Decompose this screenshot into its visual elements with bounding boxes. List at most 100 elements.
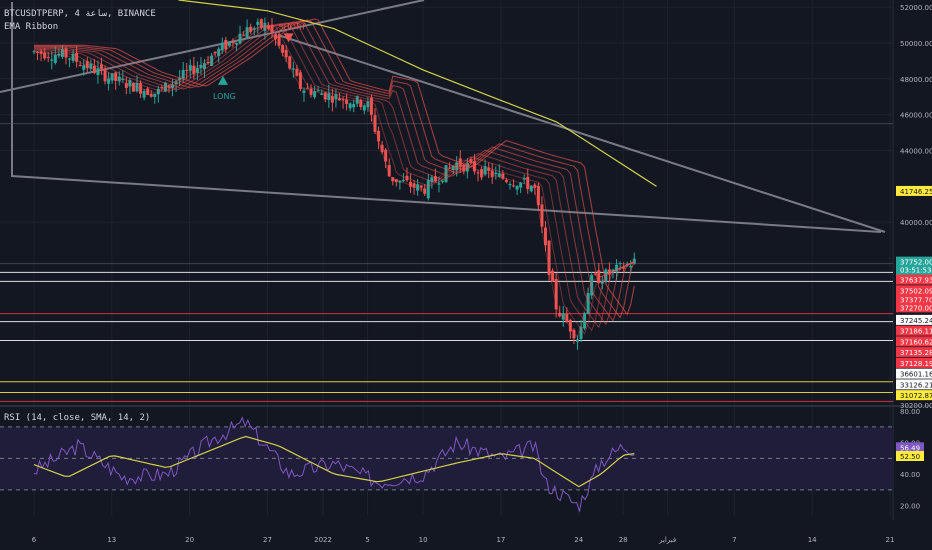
candle-body[interactable]	[501, 173, 505, 179]
candle-body[interactable]	[288, 56, 292, 69]
candle-body[interactable]	[96, 68, 100, 76]
candle-body[interactable]	[330, 96, 334, 103]
candle-body[interactable]	[362, 105, 366, 111]
candle-body[interactable]	[227, 41, 231, 46]
candle-body[interactable]	[284, 49, 288, 58]
candle-body[interactable]	[281, 45, 285, 53]
candle-body[interactable]	[373, 115, 377, 132]
candle-body[interactable]	[579, 326, 583, 339]
candle-body[interactable]	[156, 88, 160, 95]
candle-body[interactable]	[195, 68, 199, 73]
candle-body[interactable]	[384, 149, 388, 162]
candle-body[interactable]	[78, 64, 82, 66]
candle-body[interactable]	[57, 54, 61, 56]
candle-body[interactable]	[178, 78, 182, 80]
candle-body[interactable]	[359, 99, 363, 107]
candle-body[interactable]	[526, 176, 530, 190]
candle-body[interactable]	[121, 78, 125, 80]
candle-body[interactable]	[263, 22, 267, 31]
candle-body[interactable]	[519, 182, 523, 188]
candle-body[interactable]	[515, 186, 519, 190]
candle-body[interactable]	[135, 82, 139, 92]
candle-body[interactable]	[298, 72, 302, 90]
candle-body[interactable]	[380, 144, 384, 153]
candle-body[interactable]	[572, 329, 576, 339]
candle-body[interactable]	[316, 90, 320, 92]
candle-body[interactable]	[622, 267, 626, 269]
candle-body[interactable]	[426, 179, 430, 199]
candle-body[interactable]	[142, 91, 146, 98]
candle-body[interactable]	[366, 101, 370, 108]
candle-body[interactable]	[185, 70, 189, 72]
candle-body[interactable]	[277, 35, 281, 46]
candle-body[interactable]	[181, 69, 185, 79]
candle-body[interactable]	[540, 204, 544, 227]
candle-body[interactable]	[568, 319, 572, 332]
candle-body[interactable]	[483, 166, 487, 175]
candle-body[interactable]	[107, 78, 111, 84]
candle-body[interactable]	[629, 265, 633, 268]
candle-body[interactable]	[522, 177, 526, 180]
candle-body[interactable]	[309, 88, 313, 95]
candle-body[interactable]	[334, 94, 338, 100]
candle-body[interactable]	[85, 61, 89, 69]
candle-body[interactable]	[92, 65, 96, 74]
descending-trendline[interactable]	[277, 34, 886, 233]
candle-body[interactable]	[224, 39, 228, 50]
candle-body[interactable]	[60, 48, 64, 57]
candle-body[interactable]	[355, 96, 359, 104]
candle-body[interactable]	[440, 180, 444, 182]
candle-body[interactable]	[554, 278, 558, 310]
candle-body[interactable]	[174, 81, 178, 84]
candle-body[interactable]	[192, 65, 196, 75]
candle-body[interactable]	[490, 170, 494, 178]
candle-body[interactable]	[82, 65, 86, 70]
candle-body[interactable]	[352, 104, 356, 108]
candle-body[interactable]	[497, 173, 501, 177]
candle-body[interactable]	[387, 165, 391, 177]
candle-body[interactable]	[448, 167, 452, 169]
candle-body[interactable]	[71, 53, 75, 61]
candle-body[interactable]	[53, 54, 57, 63]
candle-body[interactable]	[391, 177, 395, 182]
candle-body[interactable]	[103, 68, 107, 82]
candle-body[interactable]	[89, 63, 93, 69]
candle-body[interactable]	[295, 68, 299, 76]
candle-body[interactable]	[128, 80, 132, 87]
candle-body[interactable]	[437, 183, 441, 185]
candle-body[interactable]	[487, 167, 491, 171]
candle-body[interactable]	[163, 82, 167, 92]
candle-body[interactable]	[600, 281, 604, 284]
candle-body[interactable]	[114, 72, 118, 81]
candle-body[interactable]	[455, 162, 459, 171]
candle-body[interactable]	[394, 179, 398, 183]
candle-body[interactable]	[203, 63, 207, 70]
candle-body[interactable]	[217, 48, 221, 57]
candle-body[interactable]	[586, 293, 590, 315]
candle-body[interactable]	[160, 86, 164, 88]
candle-body[interactable]	[551, 270, 555, 282]
candle-body[interactable]	[433, 176, 437, 182]
candle-body[interactable]	[398, 180, 402, 183]
candle-body[interactable]	[476, 172, 480, 174]
candle-body[interactable]	[451, 166, 455, 170]
candle-body[interactable]	[593, 273, 597, 275]
candle-body[interactable]	[149, 93, 153, 97]
candle-body[interactable]	[270, 25, 274, 33]
candle-body[interactable]	[462, 164, 466, 172]
candle-body[interactable]	[306, 87, 310, 89]
candle-body[interactable]	[64, 48, 68, 58]
candle-body[interactable]	[607, 269, 611, 275]
candle-body[interactable]	[139, 82, 143, 94]
candle-body[interactable]	[337, 98, 341, 101]
candle-body[interactable]	[39, 51, 43, 54]
candle-body[interactable]	[124, 82, 128, 88]
candle-body[interactable]	[36, 51, 40, 53]
candle-body[interactable]	[590, 275, 594, 296]
candle-body[interactable]	[533, 184, 537, 188]
candle-body[interactable]	[146, 88, 150, 95]
candle-body[interactable]	[153, 93, 157, 97]
candle-body[interactable]	[480, 169, 484, 178]
candle-body[interactable]	[430, 177, 434, 183]
candle-body[interactable]	[291, 68, 295, 70]
